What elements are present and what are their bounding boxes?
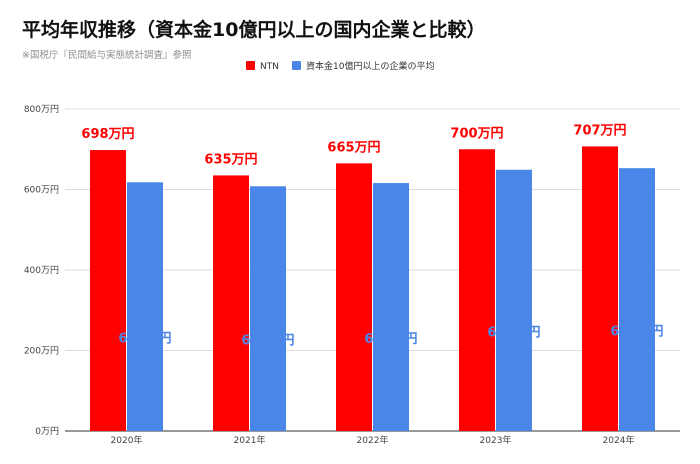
bar-ntn: [336, 163, 372, 431]
x-tick-label: 2020年: [111, 434, 143, 446]
grid: [65, 108, 680, 432]
data-label-ntn: 700万円: [450, 126, 503, 141]
chart-subtitle: ※国税庁『民間給与実態統計調査』参照: [22, 49, 192, 61]
x-tick-label: 2024年: [603, 434, 635, 446]
y-tick-label: 600万円: [24, 185, 59, 196]
data-label-ntn: 707万円: [573, 123, 626, 138]
legend-label-ntn: NTN: [260, 62, 279, 72]
data-label-ntn: 698万円: [81, 127, 134, 142]
bar-average: [373, 183, 409, 431]
y-tick-label: 800万円: [24, 104, 59, 115]
legend-label-average: 資本金10億円以上の企業の平均: [306, 60, 434, 72]
y-tick-label: 0万円: [35, 426, 59, 437]
bar-average: [127, 182, 163, 431]
legend-swatch-ntn: [246, 61, 255, 70]
legend: NTN 資本金10億円以上の企業の平均: [246, 60, 434, 72]
chart-title: 平均年収推移（資本金10億円以上の国内企業と比較）: [22, 18, 485, 41]
data-label-average: 649万円: [487, 325, 540, 340]
y-tick-label: 400万円: [24, 265, 59, 276]
data-label-average: 653万円: [610, 325, 663, 340]
bar-ntn: [213, 175, 249, 431]
bars: [90, 146, 655, 432]
data-label-average: 618万円: [118, 332, 171, 347]
y-tick-label: 200万円: [24, 346, 59, 357]
data-label-ntn: 635万円: [204, 152, 257, 167]
x-axis: 2020年 2021年 2022年 2023年 2024年: [111, 434, 635, 446]
data-label-average: 608万円: [241, 334, 294, 349]
data-label-average: 616万円: [364, 332, 417, 347]
bar-average: [619, 168, 655, 432]
bar-average: [496, 169, 532, 431]
data-label-ntn: 665万円: [327, 140, 380, 155]
y-axis: 0万円 200万円 400万円 600万円 800万円: [24, 104, 59, 437]
legend-swatch-average: [292, 61, 301, 70]
x-tick-label: 2022年: [357, 434, 389, 446]
bar-ntn: [90, 150, 126, 431]
bar-ntn: [582, 146, 618, 431]
data-labels: 698万円 618万円 635万円 608万円 665万円 616万円 700万円 649万円…: [81, 123, 663, 348]
x-tick-label: 2021年: [234, 434, 266, 446]
x-tick-label: 2023年: [480, 434, 512, 446]
bar-ntn: [459, 149, 495, 431]
bar-average: [250, 186, 286, 431]
